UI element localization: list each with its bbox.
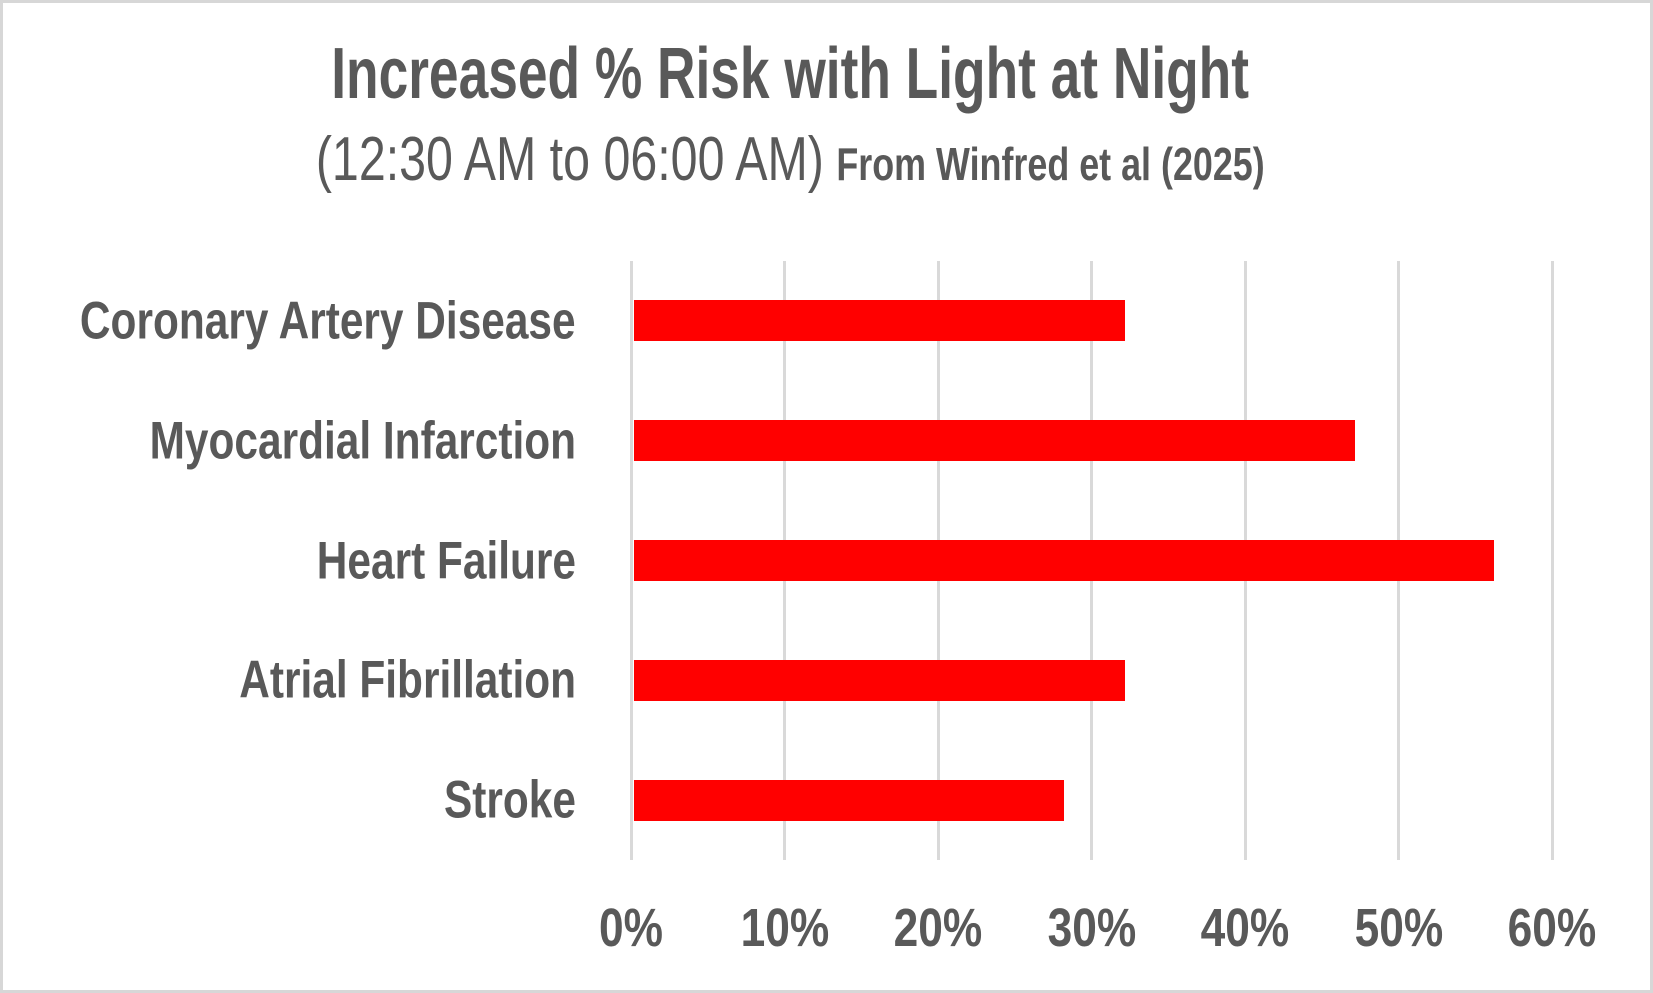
plot-area	[629, 261, 1554, 860]
chart-header: Increased % Risk with Light at Night	[0, 38, 1580, 110]
x-tick-label: 60%	[1507, 898, 1597, 958]
category-label: Heart Failure	[316, 531, 576, 590]
chart-subtitle: (12:30 AM to 06:00 AM)	[315, 125, 824, 194]
bar-heart-failure	[634, 540, 1494, 581]
x-axis-labels: 0% 10% 20% 30% 40% 50% 60%	[599, 898, 1596, 963]
chart-subheader: (12:30 AM to 06:00 AM) From Winfred et al…	[0, 124, 1580, 195]
chart-title: Increased % Risk with Light at Night	[331, 34, 1249, 114]
bar-stroke	[634, 779, 1064, 821]
gridline	[1550, 261, 1554, 860]
chart-subtitle-line: (12:30 AM to 06:00 AM) From Winfred et al…	[316, 124, 1265, 195]
category-label: Myocardial Infarction	[149, 411, 576, 471]
category-label: Coronary Artery Disease	[80, 291, 576, 351]
bar-atrial-fibrillation	[634, 659, 1126, 701]
category-label: Atrial Fibrillation	[239, 650, 576, 710]
x-tick-label: 40%	[1200, 898, 1290, 958]
gridline	[629, 261, 633, 860]
x-tick-label: 50%	[1354, 898, 1443, 958]
chart-source: From Winfred et al (2025)	[836, 138, 1265, 190]
x-tick-label: 20%	[893, 898, 983, 958]
category-label: Stroke	[444, 770, 576, 830]
y-axis-labels: Coronary Artery Disease Myocardial Infarc…	[0, 261, 576, 860]
x-tick-label: 10%	[740, 898, 829, 958]
x-tick-label: 30%	[1047, 898, 1136, 958]
x-tick-label: 0%	[599, 898, 663, 958]
bar-coronary-artery-disease	[634, 300, 1126, 342]
bar-myocardial-infarction	[634, 420, 1356, 462]
